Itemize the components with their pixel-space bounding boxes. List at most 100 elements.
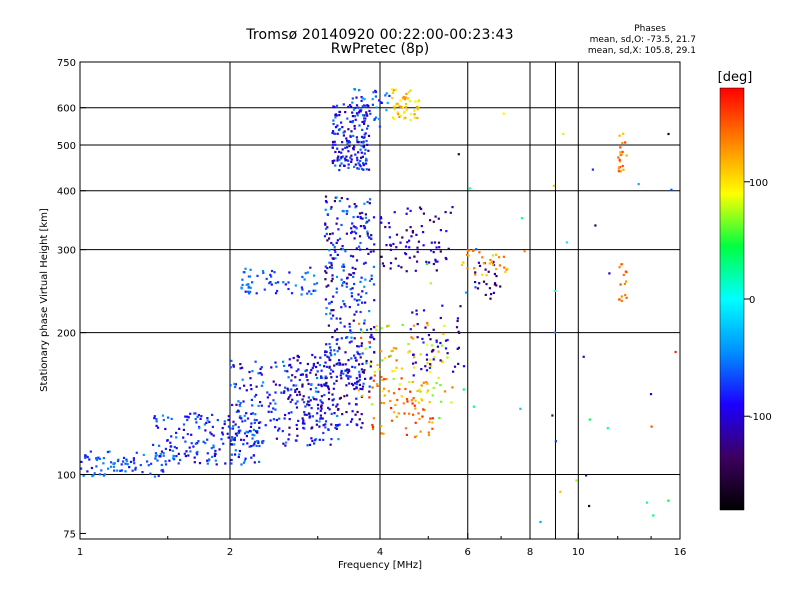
data-point [359, 387, 362, 390]
data-point [215, 463, 218, 466]
data-point [242, 438, 245, 442]
data-point [417, 401, 420, 404]
data-point [343, 395, 346, 398]
data-point [214, 459, 217, 462]
data-point [375, 116, 378, 119]
data-point [253, 418, 256, 421]
data-point [241, 420, 244, 423]
data-point [443, 324, 446, 327]
data-point [372, 265, 375, 268]
data-point [363, 120, 366, 123]
data-point [182, 423, 186, 426]
data-point [381, 359, 384, 362]
data-point [206, 438, 209, 441]
data-point [371, 423, 374, 427]
data-point [358, 212, 362, 215]
data-point [141, 471, 144, 474]
data-point [395, 359, 398, 362]
data-point [478, 282, 481, 285]
data-point [325, 285, 328, 288]
data-point [355, 247, 358, 250]
data-point [608, 272, 611, 275]
data-point [90, 466, 93, 470]
data-point [355, 259, 359, 262]
data-point [193, 461, 196, 464]
data-point [331, 140, 335, 144]
data-point [356, 114, 359, 117]
data-point [552, 184, 555, 187]
data-point [440, 400, 443, 403]
data-point [116, 459, 120, 463]
data-point [340, 369, 343, 373]
data-point [370, 277, 373, 280]
data-point [319, 356, 322, 359]
data-point [324, 375, 327, 378]
data-point [410, 399, 413, 402]
data-point [335, 287, 338, 290]
data-point [324, 377, 327, 380]
data-point [249, 286, 252, 289]
data-point [350, 227, 353, 230]
data-point [424, 326, 427, 329]
data-point [332, 130, 335, 133]
data-point [388, 355, 391, 358]
data-point [384, 94, 387, 97]
data-point [348, 382, 351, 385]
data-point [495, 284, 498, 287]
data-point [417, 240, 420, 243]
data-point [379, 101, 382, 104]
data-point [365, 292, 368, 295]
data-point [327, 391, 331, 394]
data-point [620, 295, 623, 298]
data-point [283, 417, 286, 420]
data-point [248, 445, 251, 448]
data-point [334, 424, 338, 427]
data-point [313, 274, 316, 277]
data-point [338, 423, 341, 426]
data-point [345, 374, 348, 377]
data-point [432, 251, 435, 254]
data-point [309, 399, 312, 402]
data-point [436, 345, 439, 348]
colorbar-tick-label: 100 [749, 178, 768, 189]
data-point [331, 232, 334, 235]
data-point [239, 404, 242, 408]
data-point [407, 91, 410, 94]
data-point [182, 436, 185, 439]
data-point [342, 372, 345, 375]
data-point [327, 406, 330, 409]
data-point [351, 410, 354, 413]
data-point [406, 241, 409, 244]
data-point [498, 256, 501, 259]
data-point [286, 387, 289, 390]
y-tick-label: 400 [57, 187, 76, 198]
data-point [175, 431, 178, 434]
data-point [441, 304, 444, 307]
data-point [364, 216, 367, 219]
data-point [401, 97, 404, 100]
data-point [364, 347, 367, 350]
data-point [375, 328, 378, 331]
data-point [325, 232, 328, 235]
data-point [175, 447, 178, 450]
data-point [381, 390, 384, 393]
data-point [276, 289, 279, 293]
data-point [251, 433, 254, 436]
data-point [400, 367, 403, 370]
data-point [350, 231, 353, 235]
data-point [358, 373, 361, 376]
data-point [257, 421, 261, 424]
data-point [356, 215, 359, 218]
data-point [462, 261, 465, 264]
data-point [404, 245, 408, 248]
data-point [392, 411, 396, 414]
data-point [369, 250, 372, 253]
data-point [316, 370, 319, 373]
data-point [428, 358, 432, 361]
data-point [287, 376, 290, 379]
data-point [439, 384, 442, 387]
data-point [428, 401, 431, 404]
data-point [258, 426, 261, 429]
data-point [278, 384, 281, 387]
data-point [382, 264, 385, 268]
